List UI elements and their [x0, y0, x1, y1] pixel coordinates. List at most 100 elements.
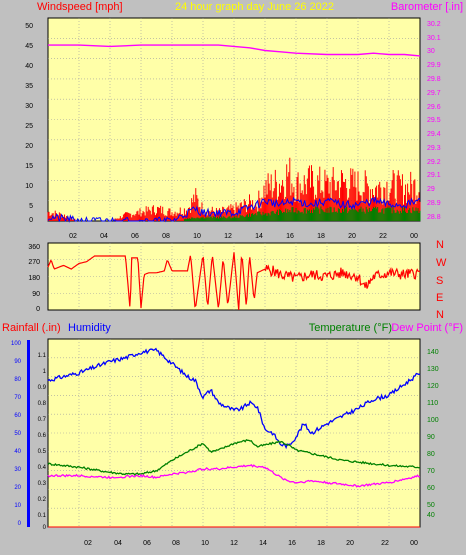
wind-x-tick: 08	[162, 233, 170, 240]
humidity-y-tick: 80	[14, 377, 21, 383]
wind-x-tick: 14	[255, 233, 263, 240]
direction-left-axis: 360 270 180 90 0	[28, 244, 40, 313]
wind-y-tick: 5	[29, 203, 33, 210]
temperature-line	[47, 438, 421, 476]
humidity-y-tick: 50	[14, 431, 21, 437]
rainfall-axis: 1.1 1 0.9 0.8 0.7 0.6 0.5 0.4 0.3 0.2 0.…	[38, 353, 47, 531]
humidity-axis: 100 90 80 70 60 50 40 30 20 10 0	[11, 341, 22, 527]
wind-y-tick: 35	[25, 83, 33, 90]
wind-y-tick: 15	[25, 163, 33, 170]
rainfall-label: Rainfall (.in)	[2, 322, 61, 334]
baro-y-tick: 30.2	[427, 21, 441, 28]
wind-x-axis: 02 04 06 08 10 12 14 16 18 20 22 00	[69, 233, 418, 240]
humidity-y-tick: 60	[14, 413, 21, 419]
temp-y-tick: 120	[427, 383, 439, 390]
wind-y-tick: 45	[25, 43, 33, 50]
wind-left-axis: 50 45 40 35 30 25 20 15 10 5 0	[25, 23, 33, 224]
climate-x-tick: 12	[230, 540, 238, 547]
climate-x-tick: 10	[201, 540, 209, 547]
wind-x-tick: 22	[379, 233, 387, 240]
temp-y-tick: 60	[427, 485, 435, 492]
wind-y-tick: 50	[25, 23, 33, 30]
rain-y-tick: 0.7	[38, 417, 47, 423]
dewpoint-label: Dew Point (°F)	[391, 322, 463, 334]
climate-x-tick: 18	[317, 540, 325, 547]
wind-x-tick: 18	[317, 233, 325, 240]
climate-x-tick: 00	[410, 540, 418, 547]
humidity-y-tick: 30	[14, 467, 21, 473]
compass-label: N	[436, 239, 444, 251]
baro-y-tick: 28.8	[427, 214, 441, 221]
barometer-right-axis: 30.2 30.1 30 29.9 29.8 29.7 29.6 29.5 29…	[427, 21, 441, 221]
humidity-y-tick: 40	[14, 449, 21, 455]
wind-y-tick: 30	[25, 103, 33, 110]
baro-y-tick: 29.7	[427, 90, 441, 97]
humidity-y-tick: 100	[11, 341, 22, 347]
baro-y-tick: 30.1	[427, 35, 441, 42]
barometer-label: Barometer [.in]	[391, 1, 463, 13]
temp-y-tick: 90	[427, 434, 435, 441]
climate-x-tick: 02	[84, 540, 92, 547]
wind-x-tick: 00	[410, 233, 418, 240]
dir-y-tick: 180	[28, 275, 40, 282]
wind-x-tick: 06	[131, 233, 139, 240]
dewpoint-line	[47, 464, 421, 488]
rain-y-tick: 0.2	[38, 497, 47, 503]
rain-y-tick: 0.4	[38, 465, 47, 471]
data-marks	[47, 44, 421, 528]
dir-y-tick: 270	[28, 259, 40, 266]
compass-label: S	[436, 275, 443, 287]
rain-y-tick: 0	[43, 525, 47, 531]
humidity-y-tick: 0	[18, 521, 22, 527]
baro-y-tick: 28.9	[427, 200, 441, 207]
compass-labels: N W S E N	[436, 239, 447, 321]
chart-title: 24 hour graph day June 26 2022	[175, 1, 334, 13]
rain-y-tick: 0.1	[38, 513, 47, 519]
dir-y-tick: 360	[28, 244, 40, 251]
temp-y-tick: 50	[427, 502, 435, 509]
climate-x-tick: 14	[259, 540, 267, 547]
baro-y-tick: 29.8	[427, 76, 441, 83]
baro-y-tick: 29.3	[427, 145, 441, 152]
humidity-y-tick: 20	[14, 485, 21, 491]
baro-y-tick: 29.5	[427, 117, 441, 124]
rain-y-tick: 1	[43, 369, 47, 375]
climate-x-tick: 16	[288, 540, 296, 547]
wind-y-tick: 0	[29, 217, 33, 224]
wind-x-tick: 16	[286, 233, 294, 240]
baro-y-tick: 29.9	[427, 62, 441, 69]
wind-direction-line	[47, 252, 421, 311]
rain-y-tick: 0.5	[38, 449, 47, 455]
wind-average-series	[183, 206, 421, 221]
temperature-axis: 140 130 120 110 100 90 80 70 60 50 40	[427, 349, 439, 519]
dir-y-tick: 90	[32, 291, 40, 298]
temp-y-tick: 100	[427, 417, 439, 424]
temp-y-tick: 70	[427, 468, 435, 475]
barometer-line	[48, 44, 421, 57]
baro-y-tick: 29.4	[427, 131, 441, 138]
temp-y-tick: 40	[427, 512, 435, 519]
wind-gust-line	[47, 195, 421, 223]
wind-x-tick: 20	[348, 233, 356, 240]
windspeed-label: Windspeed [mph]	[37, 1, 123, 13]
humidity-line	[47, 347, 421, 450]
rain-y-tick: 0.6	[38, 433, 47, 439]
humidity-y-tick: 90	[14, 359, 21, 365]
temp-y-tick: 80	[427, 451, 435, 458]
humidity-y-tick: 70	[14, 395, 21, 401]
rain-y-tick: 0.9	[38, 385, 47, 391]
wind-y-tick: 20	[25, 143, 33, 150]
wind-x-tick: 02	[69, 233, 77, 240]
rain-y-tick: 0.3	[38, 481, 47, 487]
climate-x-tick: 04	[114, 540, 122, 547]
compass-label: N	[436, 309, 444, 321]
wind-x-tick: 12	[224, 233, 232, 240]
baro-y-tick: 30	[427, 48, 435, 55]
wind-x-tick: 10	[193, 233, 201, 240]
wind-y-tick: 25	[25, 123, 33, 130]
climate-x-axis: 02 04 06 08 10 12 14 16 18 20 22 00	[84, 540, 418, 547]
dir-y-tick: 0	[36, 306, 40, 313]
compass-label: W	[436, 257, 447, 269]
